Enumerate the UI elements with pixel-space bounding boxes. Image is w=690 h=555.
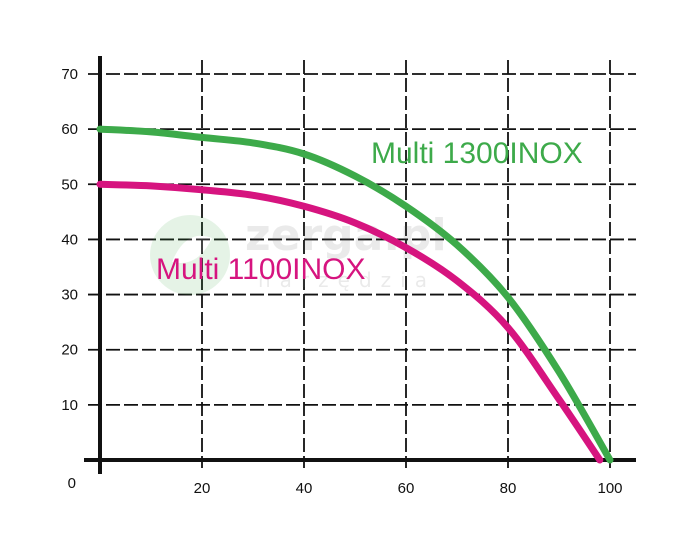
y-tick-label-20: 20: [61, 342, 78, 359]
y-tick-label-10: 10: [61, 397, 78, 414]
watermark-logo: [150, 215, 230, 295]
series-line-multi-1100inox: [96, 180, 604, 464]
series-labels: Multi 1300INOX Multi 1100INOX: [156, 137, 583, 286]
x-tick-label-20: 20: [194, 480, 211, 497]
y-tick-label-30: 30: [61, 287, 78, 304]
series-line-multi-1300inox: [96, 125, 614, 464]
watermark-leaf-icon: [172, 235, 212, 263]
series-label-multi-1300inox: Multi 1300INOX: [371, 137, 583, 170]
tick-labels: 10 20 30 40 50 60 70 20 40 60 80 100 0: [61, 66, 622, 497]
watermark-subtext: narzędzia: [258, 268, 436, 292]
x-tick-label-60: 60: [398, 480, 415, 497]
x-tick-label-40: 40: [296, 480, 313, 497]
x-tick-label-100: 100: [597, 480, 622, 497]
series: [96, 125, 614, 464]
y-tick-label-60: 60: [61, 121, 78, 138]
y-tick-label-70: 70: [61, 66, 78, 83]
y-tick-label-50: 50: [61, 176, 78, 193]
y-tick-label-40: 40: [61, 231, 78, 248]
x-tick-label-80: 80: [500, 480, 517, 497]
origin-label: 0: [68, 475, 76, 492]
grid: [88, 60, 636, 468]
series-label-multi-1100inox: Multi 1100INOX: [156, 253, 366, 286]
